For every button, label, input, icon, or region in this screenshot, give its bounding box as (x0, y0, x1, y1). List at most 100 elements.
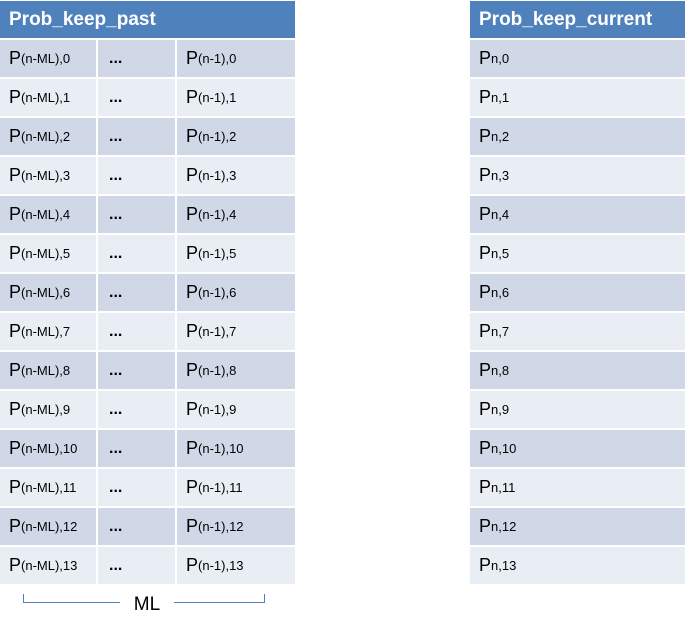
ellipsis-cell: ... (98, 508, 177, 545)
table-row: P (n-ML),9... P (n-1),9 (0, 389, 295, 428)
table-row: P (n-ML),1... P (n-1),1 (0, 77, 295, 116)
prob-symbol: P (186, 321, 199, 341)
ellipsis-cell: ... (98, 118, 177, 155)
past-oldest-cell: P (n-ML),12 (0, 508, 98, 545)
ml-label: ML (120, 592, 174, 618)
past-oldest-cell: P (n-ML),1 (0, 79, 98, 116)
prob-symbol: P (9, 321, 22, 341)
ellipsis: ... (109, 205, 123, 223)
past-oldest-cell: P (n-ML),11 (0, 469, 98, 506)
ellipsis-cell: ... (98, 313, 177, 350)
past-latest-cell: P (n-1),5 (186, 243, 237, 263)
prob-symbol: P (479, 516, 492, 536)
prob-symbol: P (186, 87, 199, 107)
prob-symbol: P (9, 243, 22, 263)
ellipsis: ... (109, 283, 123, 301)
past-oldest-cell: P (n-ML),8 (0, 352, 98, 389)
past-latest-cell: P (n-1),6 (186, 282, 237, 302)
ellipsis: ... (109, 478, 123, 496)
prob-symbol: P (186, 126, 199, 146)
table-row: P (n-ML),13... P (n-1),13 (0, 545, 295, 584)
past-latest-cell: P (n-1),8 (186, 360, 237, 380)
prob-symbol: P (479, 438, 492, 458)
ellipsis-cell: ... (98, 469, 177, 506)
ellipsis-cell: ... (98, 274, 177, 311)
prob-symbol: P (9, 282, 22, 302)
table-row: P (n-ML),8... P (n-1),8 (0, 350, 295, 389)
past-latest-cell: P (n-1),1 (186, 87, 237, 107)
prob-symbol: P (9, 555, 22, 575)
ellipsis: ... (109, 556, 123, 574)
ellipsis: ... (109, 361, 123, 379)
past-latest-cell: P (n-1),2 (186, 126, 237, 146)
ellipsis: ... (109, 322, 123, 340)
past-oldest-cell: P (n-ML),6 (0, 274, 98, 311)
past-oldest-cell: P (n-ML),13 (0, 547, 98, 584)
prob-symbol: P (186, 360, 199, 380)
past-latest-cell: P (n-1),0 (186, 48, 237, 68)
prob-symbol: P (186, 399, 199, 419)
prob-symbol: P (9, 48, 22, 68)
prob-symbol: P (479, 87, 492, 107)
table-row: P (n-ML),4... P (n-1),4 (0, 194, 295, 233)
prob-symbol: P (479, 321, 492, 341)
past-table-header: Prob_keep_past (0, 1, 295, 38)
past-latest-cell: P (n-1),10 (186, 438, 244, 458)
prob-symbol: P (479, 204, 492, 224)
table-row: P (n-ML),11... P (n-1),11 (0, 467, 295, 506)
table-row: P (n-ML),3... P (n-1),3 (0, 155, 295, 194)
ellipsis-cell: ... (98, 79, 177, 116)
prob-symbol: P (479, 399, 492, 419)
ellipsis-cell: ... (98, 547, 177, 584)
past-oldest-cell: P (n-ML),2 (0, 118, 98, 155)
ellipsis: ... (109, 439, 123, 457)
table-row: P (n-ML),0... P (n-1),0 (0, 38, 295, 77)
ellipsis: ... (109, 244, 123, 262)
prob-symbol: P (479, 282, 492, 302)
prob-symbol: P (9, 438, 22, 458)
prob-symbol: P (186, 282, 199, 302)
past-latest-cell: P (n-1),13 (186, 555, 244, 575)
past-latest-cell: P (n-1),11 (186, 477, 243, 497)
table-row: P (n-ML),6... P (n-1),6 (0, 272, 295, 311)
prob-symbol: P (9, 126, 22, 146)
ellipsis-cell: ... (98, 40, 177, 77)
prob-symbol: P (479, 165, 492, 185)
ellipsis-cell: ... (98, 391, 177, 428)
prob-symbol: P (186, 477, 199, 497)
prob-symbol: P (479, 126, 492, 146)
past-table-body: P (n-ML),0... P (n-1),0 P (n-ML),1... P (n-1),1… (0, 38, 295, 584)
prob-symbol: P (186, 204, 199, 224)
prob-symbol: P (186, 165, 199, 185)
ellipsis-cell: ... (98, 352, 177, 389)
prob-symbol: P (9, 477, 22, 497)
prob-symbol: P (479, 243, 492, 263)
ellipsis: ... (109, 166, 123, 184)
past-oldest-cell: P (n-ML),10 (0, 430, 98, 467)
past-oldest-cell: P (n-ML),4 (0, 196, 98, 233)
past-oldest-cell: P (n-ML),9 (0, 391, 98, 428)
prob-symbol: P (186, 243, 199, 263)
prob-symbol: P (479, 360, 492, 380)
